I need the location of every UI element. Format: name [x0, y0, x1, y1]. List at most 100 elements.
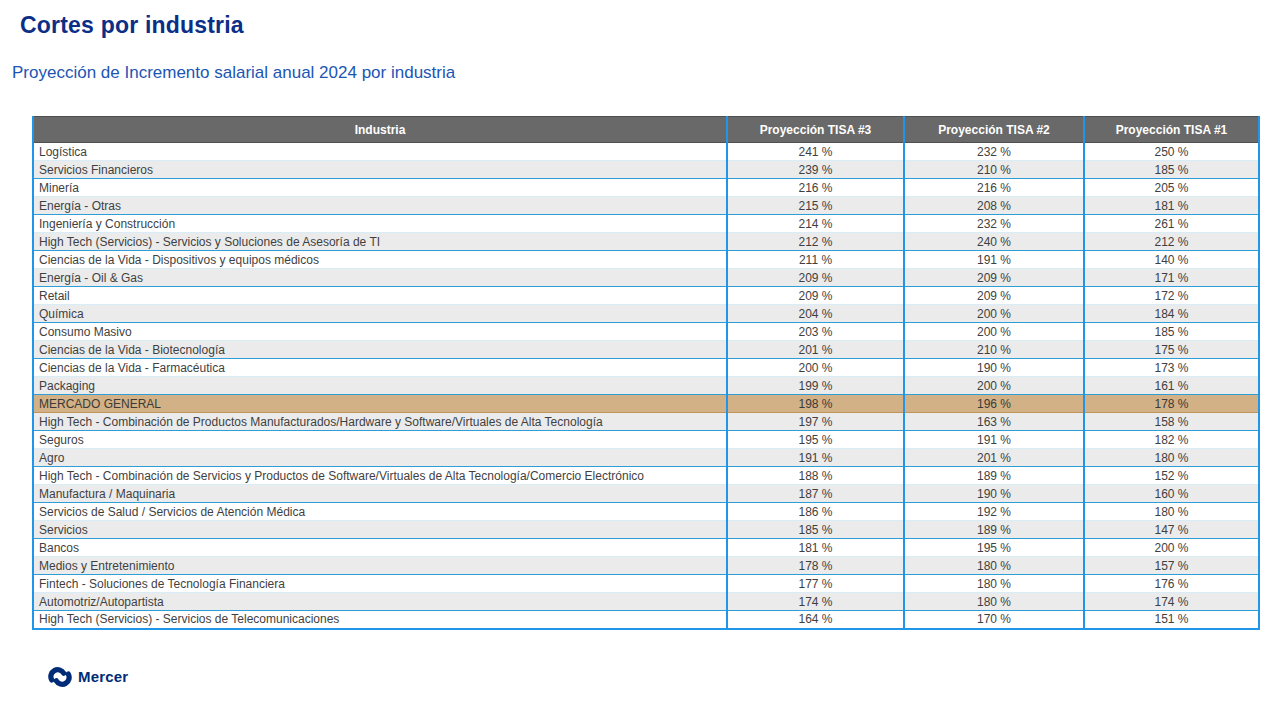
industry-cell: Servicios de Salud / Servicios de Atenci…	[33, 503, 727, 521]
table-row: Servicios Financieros239 %210 %185 %	[33, 161, 1259, 179]
table-row: High Tech - Combinación de Productos Man…	[33, 413, 1259, 431]
value-cell: 180 %	[1084, 503, 1259, 521]
value-cell: 185 %	[1084, 161, 1259, 179]
industry-cell: Logística	[33, 143, 727, 161]
value-cell: 184 %	[1084, 305, 1259, 323]
table-row: Fintech - Soluciones de Tecnología Finan…	[33, 575, 1259, 593]
value-cell: 200 %	[904, 377, 1084, 395]
col-header-tisa-2: Proyección TISA #2	[904, 117, 1084, 143]
table-row: Bancos181 %195 %200 %	[33, 539, 1259, 557]
value-cell: 178 %	[727, 557, 904, 575]
table-row: Servicios185 %189 %147 %	[33, 521, 1259, 539]
value-cell: 177 %	[727, 575, 904, 593]
table-row: Energía - Oil & Gas209 %209 %171 %	[33, 269, 1259, 287]
value-cell: 232 %	[904, 143, 1084, 161]
mercer-logo-text: Mercer	[78, 668, 128, 685]
industry-cell: Packaging	[33, 377, 727, 395]
table-row: High Tech (Servicios) - Servicios y Solu…	[33, 233, 1259, 251]
value-cell: 189 %	[904, 467, 1084, 485]
industry-cell: Fintech - Soluciones de Tecnología Finan…	[33, 575, 727, 593]
value-cell: 175 %	[1084, 341, 1259, 359]
table-row: Medios y Entretenimiento178 %180 %157 %	[33, 557, 1259, 575]
table-row: Packaging199 %200 %161 %	[33, 377, 1259, 395]
value-cell: 241 %	[727, 143, 904, 161]
value-cell: 180 %	[904, 575, 1084, 593]
value-cell: 161 %	[1084, 377, 1259, 395]
page-title: Cortes por industria	[20, 12, 1281, 39]
table-row: Logística241 %232 %250 %	[33, 143, 1259, 161]
industry-cell: Química	[33, 305, 727, 323]
table-header-row: Industria Proyección TISA #3 Proyección …	[33, 117, 1259, 143]
value-cell: 208 %	[904, 197, 1084, 215]
value-cell: 176 %	[1084, 575, 1259, 593]
table-row: Ciencias de la Vida - Dispositivos y equ…	[33, 251, 1259, 269]
table-row: Energía - Otras215 %208 %181 %	[33, 197, 1259, 215]
table-row: High Tech - Combinación de Servicios y P…	[33, 467, 1259, 485]
value-cell: 188 %	[727, 467, 904, 485]
value-cell: 187 %	[727, 485, 904, 503]
table-row: Seguros195 %191 %182 %	[33, 431, 1259, 449]
industry-cell: Ciencias de la Vida - Dispositivos y equ…	[33, 251, 727, 269]
value-cell: 200 %	[727, 359, 904, 377]
value-cell: 172 %	[1084, 287, 1259, 305]
value-cell: 191 %	[904, 431, 1084, 449]
value-cell: 214 %	[727, 215, 904, 233]
value-cell: 195 %	[727, 431, 904, 449]
value-cell: 211 %	[727, 251, 904, 269]
industry-cell: MERCADO GENERAL	[33, 395, 727, 413]
industry-cell: Servicios	[33, 521, 727, 539]
value-cell: 173 %	[1084, 359, 1259, 377]
value-cell: 204 %	[727, 305, 904, 323]
value-cell: 181 %	[1084, 197, 1259, 215]
value-cell: 180 %	[904, 593, 1084, 611]
value-cell: 170 %	[904, 611, 1084, 629]
industry-cell: Ingeniería y Construcción	[33, 215, 727, 233]
table-row: Retail209 %209 %172 %	[33, 287, 1259, 305]
value-cell: 216 %	[727, 179, 904, 197]
mercer-logo-icon	[48, 667, 72, 687]
industry-cell: Automotriz/Autopartista	[33, 593, 727, 611]
value-cell: 140 %	[1084, 251, 1259, 269]
value-cell: 196 %	[904, 395, 1084, 413]
value-cell: 174 %	[1084, 593, 1259, 611]
value-cell: 261 %	[1084, 215, 1259, 233]
value-cell: 178 %	[1084, 395, 1259, 413]
page-subtitle: Proyección de Incremento salarial anual …	[12, 63, 1281, 83]
value-cell: 185 %	[727, 521, 904, 539]
industry-cell: High Tech (Servicios) - Servicios y Solu…	[33, 233, 727, 251]
table-row: Manufactura / Maquinaria187 %190 %160 %	[33, 485, 1259, 503]
table-row: MERCADO GENERAL198 %196 %178 %	[33, 395, 1259, 413]
value-cell: 240 %	[904, 233, 1084, 251]
value-cell: 195 %	[904, 539, 1084, 557]
value-cell: 181 %	[727, 539, 904, 557]
value-cell: 216 %	[904, 179, 1084, 197]
industry-cell: Energía - Otras	[33, 197, 727, 215]
table-row: Servicios de Salud / Servicios de Atenci…	[33, 503, 1259, 521]
industry-cell: Retail	[33, 287, 727, 305]
industry-cell: Consumo Masivo	[33, 323, 727, 341]
value-cell: 180 %	[1084, 449, 1259, 467]
value-cell: 205 %	[1084, 179, 1259, 197]
value-cell: 212 %	[1084, 233, 1259, 251]
value-cell: 160 %	[1084, 485, 1259, 503]
value-cell: 201 %	[904, 449, 1084, 467]
industry-cell: High Tech (Servicios) - Servicios de Tel…	[33, 611, 727, 629]
industry-cell: Ciencias de la Vida - Farmacéutica	[33, 359, 727, 377]
col-header-tisa-1: Proyección TISA #1	[1084, 117, 1259, 143]
industry-cell: Agro	[33, 449, 727, 467]
col-header-tisa-3: Proyección TISA #3	[727, 117, 904, 143]
value-cell: 151 %	[1084, 611, 1259, 629]
industry-cell: Bancos	[33, 539, 727, 557]
table-body: Logística241 %232 %250 %Servicios Financ…	[33, 143, 1259, 629]
industry-cell: Energía - Oil & Gas	[33, 269, 727, 287]
industry-cell: Ciencias de la Vida - Biotecnología	[33, 341, 727, 359]
col-header-industria: Industria	[33, 117, 727, 143]
value-cell: 191 %	[727, 449, 904, 467]
table-row: Ciencias de la Vida - Farmacéutica200 % 1…	[33, 359, 1259, 377]
table-row: Automotriz/Autopartista174 %180 %174 %	[33, 593, 1259, 611]
value-cell: 232 %	[904, 215, 1084, 233]
value-cell: 192 %	[904, 503, 1084, 521]
table-row: Minería216 %216 %205 %	[33, 179, 1259, 197]
table-row: Ciencias de la Vida - Biotecnología201 %…	[33, 341, 1259, 359]
value-cell: 152 %	[1084, 467, 1259, 485]
